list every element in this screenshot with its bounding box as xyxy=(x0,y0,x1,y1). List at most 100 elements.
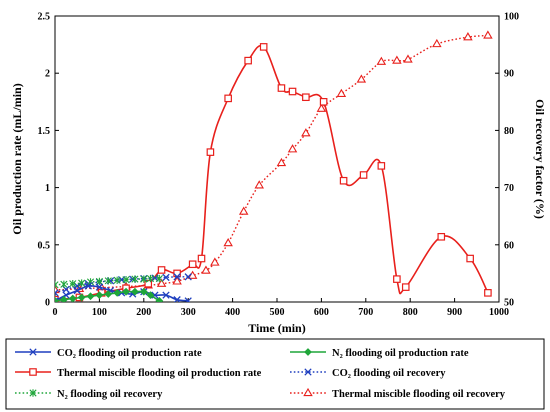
data-point xyxy=(224,94,232,103)
data-point xyxy=(162,273,170,282)
legend-label: Thermal miscible flooding oil production… xyxy=(57,368,262,379)
legend-label: CO₂ flooding oil recovery xyxy=(332,368,446,379)
legend-marker xyxy=(29,348,37,356)
legend-marker xyxy=(29,389,37,397)
data-point xyxy=(463,32,473,41)
x-tick-label: 700 xyxy=(358,307,373,318)
data-point xyxy=(319,97,328,106)
y-right-tick-label: 70 xyxy=(504,183,514,194)
data-point xyxy=(244,56,252,65)
y-axis-left: 0 0.5 1 1.5 2 2.5 xyxy=(38,12,59,309)
y-right-tick-label: 80 xyxy=(504,126,514,137)
legend-item: N₂ flooding oil production rate xyxy=(290,348,469,359)
data-point xyxy=(131,287,139,296)
data-point xyxy=(55,289,59,297)
legend-item: Thermal miscible flooding oil recovery xyxy=(290,387,506,400)
y-right-tick-label: 100 xyxy=(504,12,519,23)
data-point xyxy=(466,254,474,263)
x-axis-title: Time (min) xyxy=(248,321,305,335)
legend-box xyxy=(5,338,545,410)
data-point xyxy=(104,277,112,285)
series-2 xyxy=(55,287,164,302)
series-3 xyxy=(55,43,492,302)
x-tick-label: 900 xyxy=(447,307,462,318)
data-point xyxy=(95,283,104,291)
data-point xyxy=(206,148,215,156)
data-point xyxy=(254,180,264,189)
data-point xyxy=(155,274,163,283)
data-point xyxy=(59,295,68,302)
legend: CO₂ flooding oil production rate N₂ flood… xyxy=(15,348,506,400)
data-point xyxy=(78,279,86,287)
legend-marker xyxy=(304,348,312,356)
y-left-tick-label: 2 xyxy=(45,69,50,80)
y-left-tick-label: 2.5 xyxy=(38,12,51,23)
data-point xyxy=(359,171,368,179)
data-point xyxy=(68,294,77,302)
data-point xyxy=(316,103,327,112)
data-point xyxy=(113,276,121,284)
data-point xyxy=(77,293,86,302)
legend-label: N₂ flooding oil recovery xyxy=(57,389,163,400)
x-tick-label: 400 xyxy=(225,307,240,318)
data-point xyxy=(301,128,311,137)
y-right-tick-label: 60 xyxy=(504,240,514,251)
data-point xyxy=(376,56,387,65)
data-point xyxy=(173,296,181,302)
data-point xyxy=(393,275,401,283)
y-left-tick-label: 0 xyxy=(45,298,50,309)
x-tick-label: 200 xyxy=(136,307,151,318)
data-point xyxy=(259,43,268,51)
x-axis: 0 100 200 300 400 500 600 700 800 900 1000 xyxy=(53,298,509,318)
data-point xyxy=(155,296,164,302)
series-line xyxy=(55,44,489,301)
data-point xyxy=(55,284,60,294)
data-point xyxy=(392,55,402,64)
data-point xyxy=(122,275,130,284)
data-point xyxy=(184,273,192,281)
data-point xyxy=(173,269,181,278)
data-point xyxy=(302,93,310,102)
data-point xyxy=(69,279,77,288)
x-tick-label: 800 xyxy=(403,307,418,318)
data-point xyxy=(288,87,297,96)
data-point xyxy=(146,274,155,283)
y-right-tick-label: 90 xyxy=(504,69,514,80)
data-point xyxy=(55,296,59,302)
data-point xyxy=(437,232,446,241)
data-point xyxy=(432,38,442,48)
series-5 xyxy=(55,274,163,289)
legend-label: Thermal miscible flooding oil recovery xyxy=(332,389,506,400)
data-point xyxy=(336,88,347,97)
data-point xyxy=(95,291,104,300)
data-point xyxy=(276,157,287,167)
legend-label: N₂ flooding oil production rate xyxy=(332,348,469,359)
data-point xyxy=(156,278,167,287)
series-6 xyxy=(55,30,493,294)
data-point xyxy=(73,286,81,295)
y-left-tick-label: 1 xyxy=(45,183,50,194)
x-tick-label: 300 xyxy=(181,307,196,318)
plot-area xyxy=(54,15,500,303)
data-point xyxy=(86,292,95,301)
legend-item: CO₂ flooding oil recovery xyxy=(290,368,446,379)
data-point xyxy=(210,257,220,266)
data-point xyxy=(197,254,206,263)
data-point xyxy=(162,291,170,299)
data-point xyxy=(157,266,166,274)
data-point xyxy=(84,282,92,290)
data-point xyxy=(484,289,492,297)
legend-marker xyxy=(29,368,37,376)
legend-item: Thermal miscible flooding oil production… xyxy=(15,368,262,379)
data-point xyxy=(172,276,182,285)
data-point xyxy=(356,74,367,83)
data-point xyxy=(277,84,286,92)
data-point xyxy=(95,277,103,286)
data-point xyxy=(339,176,348,185)
legend-marker xyxy=(304,368,312,376)
data-point xyxy=(184,297,192,302)
data-point xyxy=(122,287,130,296)
data-point xyxy=(287,144,298,153)
data-point xyxy=(173,273,181,281)
